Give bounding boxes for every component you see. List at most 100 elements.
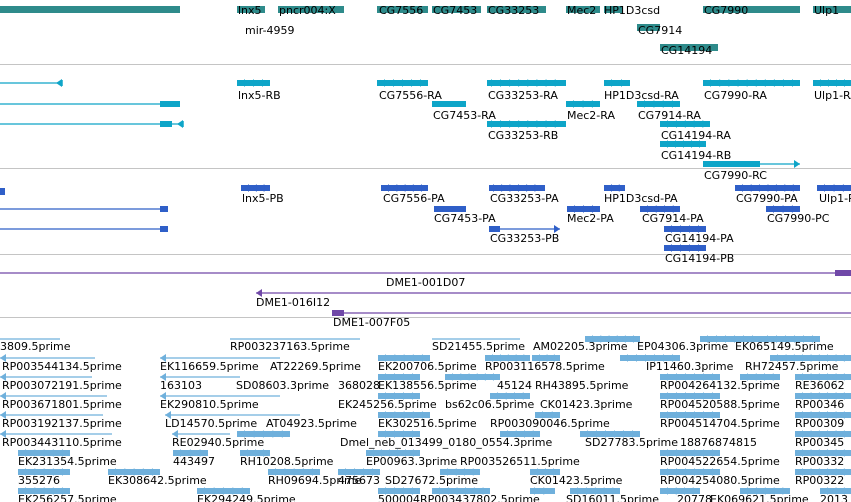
ests-feature-glyph[interactable] — [660, 373, 720, 381]
ests-feature-label[interactable]: EP00963.3prime — [366, 455, 458, 468]
ests-feature-label[interactable]: CK01423.5prime — [530, 474, 623, 487]
ests-feature-label[interactable]: 3809.5prime — [0, 340, 71, 353]
ests-feature-label[interactable]: RP00346 — [795, 398, 845, 411]
transcripts-feature-glyph[interactable] — [813, 79, 851, 87]
ests-feature-glyph[interactable] — [172, 430, 230, 438]
transcripts-feature-glyph[interactable] — [487, 120, 566, 128]
genes-feature-label[interactable]: CG14194 — [661, 44, 713, 57]
ests-feature-glyph[interactable] — [338, 468, 380, 476]
genes-feature-label[interactable]: lnx5 — [238, 4, 262, 17]
genes-feature-label[interactable]: CG7914 — [638, 24, 683, 37]
ests-feature-label[interactable]: RP003443110.5prime — [2, 436, 122, 449]
genes-feature-glyph[interactable] — [660, 44, 718, 51]
genes-feature-glyph[interactable] — [237, 6, 265, 13]
ests-feature-label[interactable]: RP004514704.5prime — [660, 417, 780, 430]
ests-feature-glyph[interactable] — [18, 487, 70, 495]
ests-feature-glyph[interactable] — [0, 354, 95, 362]
ests-feature-glyph[interactable] — [770, 354, 851, 362]
ests-feature-label[interactable]: RP004254080.5prime — [660, 474, 780, 487]
ests-feature-glyph[interactable] — [378, 392, 420, 400]
proteins-feature-glyph[interactable] — [817, 184, 851, 192]
ests-feature-label[interactable]: RP004520588.5prime — [660, 398, 780, 411]
clones-feature-glyph[interactable] — [332, 310, 851, 316]
ests-feature-label[interactable]: EK294249.5prime — [197, 493, 296, 502]
ests-feature-label[interactable]: RP003090046.5prime — [490, 417, 610, 430]
ests-feature-label[interactable]: SD27783.5prime — [585, 436, 678, 449]
ests-feature-glyph[interactable] — [660, 468, 720, 476]
proteins-feature-glyph[interactable] — [604, 184, 625, 192]
transcripts-feature-label[interactable]: CG7453-RA — [433, 109, 496, 122]
proteins-feature-glyph[interactable] — [567, 205, 600, 213]
genes-feature-label[interactable]: pncr004:X — [279, 4, 336, 17]
ests-feature-label[interactable]: 20778 — [677, 493, 712, 502]
genes-feature-label[interactable]: HP1D3csd — [604, 4, 661, 17]
ests-feature-glyph[interactable] — [660, 487, 700, 495]
proteins-feature-label[interactable]: CG33253-PB — [490, 232, 560, 245]
transcripts-feature-label[interactable]: CG7914-RA — [638, 109, 701, 122]
ests-feature-label[interactable]: EK302516.5prime — [378, 417, 477, 430]
ests-feature-label[interactable]: EP04306.3prime — [637, 340, 729, 353]
ests-feature-glyph[interactable] — [795, 373, 851, 381]
ests-feature-label[interactable]: AT04923.5prime — [266, 417, 357, 430]
genes-feature-glyph[interactable] — [703, 6, 800, 13]
ests-feature-label[interactable]: RP003192137.5prime — [2, 417, 122, 430]
ests-feature-glyph[interactable] — [740, 487, 790, 495]
ests-feature-label[interactable]: RE36062 — [795, 379, 845, 392]
proteins-feature-label[interactable]: CG14194-PB — [665, 252, 735, 265]
ests-feature-label[interactable]: bs62c06.5prime — [445, 398, 535, 411]
ests-feature-glyph[interactable] — [18, 449, 70, 457]
genes-feature-label[interactable]: Mec2 — [567, 4, 597, 17]
ests-feature-label[interactable]: 355276 — [18, 474, 60, 487]
ests-feature-label[interactable]: RP00345 — [795, 436, 845, 449]
ests-feature-label[interactable]: RP003526511.5prime — [460, 455, 580, 468]
ests-feature-label[interactable]: 163103 — [160, 379, 202, 392]
clones-feature-label[interactable]: DME1-001D07 — [386, 276, 466, 289]
ests-feature-label[interactable]: SD16011.5prime — [566, 493, 659, 502]
ests-feature-glyph[interactable] — [700, 335, 760, 343]
genes-feature-glyph[interactable] — [604, 6, 622, 13]
ests-feature-label[interactable]: 45124 — [497, 379, 532, 392]
transcripts-feature-label[interactable]: CG33253-RB — [488, 129, 559, 142]
transcripts-feature-glyph[interactable] — [0, 101, 180, 107]
proteins-feature-label[interactable]: CG7453-PA — [434, 212, 496, 225]
proteins-feature-glyph[interactable] — [0, 188, 5, 195]
ests-feature-glyph[interactable] — [820, 487, 851, 495]
ests-feature-glyph[interactable] — [532, 354, 560, 362]
genes-feature-glyph[interactable] — [637, 24, 660, 31]
ests-feature-glyph[interactable] — [160, 392, 280, 400]
ests-feature-glyph[interactable] — [795, 392, 851, 400]
proteins-feature-glyph[interactable] — [434, 206, 466, 212]
ests-feature-label[interactable]: EK200706.5prime — [378, 360, 477, 373]
ests-feature-label[interactable]: EK256257.5prime — [18, 493, 117, 502]
ests-feature-label[interactable]: EK245256.5prime — [338, 398, 437, 411]
transcripts-feature-glyph[interactable] — [703, 160, 800, 168]
ests-feature-label[interactable]: 2013 — [820, 493, 848, 502]
transcripts-feature-label[interactable]: CG14194-RA — [661, 129, 731, 142]
proteins-feature-glyph[interactable] — [766, 205, 800, 213]
ests-feature-glyph[interactable] — [378, 430, 420, 438]
ests-feature-glyph[interactable] — [0, 392, 107, 400]
clones-feature-glyph[interactable] — [0, 270, 851, 276]
proteins-feature-label[interactable]: lnx5-PB — [242, 192, 284, 205]
ests-feature-label[interactable]: RP003671801.5prime — [2, 398, 122, 411]
genes-feature-glyph[interactable] — [377, 6, 428, 13]
ests-feature-glyph[interactable] — [378, 487, 420, 495]
ests-feature-label[interactable]: RP003072191.5prime — [2, 379, 122, 392]
ests-feature-label[interactable]: EK069621.5prime — [710, 493, 809, 502]
proteins-feature-glyph[interactable] — [735, 184, 800, 192]
proteins-feature-glyph[interactable] — [489, 184, 545, 192]
proteins-feature-label[interactable]: CG7990-PC — [767, 212, 830, 225]
genes-feature-glyph[interactable] — [432, 6, 481, 13]
ests-feature-label[interactable]: 443497 — [173, 455, 215, 468]
ests-feature-glyph[interactable] — [795, 449, 851, 457]
clones-feature-label[interactable]: DME1-016I12 — [256, 296, 331, 309]
ests-feature-glyph[interactable] — [378, 373, 420, 381]
ests-feature-label[interactable]: EK138556.5prime — [378, 379, 477, 392]
ests-feature-glyph[interactable] — [160, 354, 280, 362]
ests-feature-glyph[interactable] — [440, 468, 480, 476]
ests-feature-glyph[interactable] — [500, 430, 540, 438]
ests-feature-glyph[interactable] — [570, 487, 620, 495]
transcripts-feature-glyph[interactable] — [432, 101, 466, 107]
proteins-feature-glyph[interactable] — [664, 244, 706, 252]
ests-feature-label[interactable]: RP003437802.5prime — [420, 493, 540, 502]
